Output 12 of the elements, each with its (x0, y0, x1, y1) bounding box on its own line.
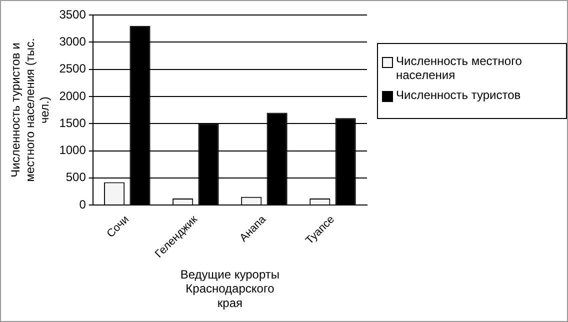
y-axis-title: Численность туристов и местного населения (тыс. чел.) (8, 38, 52, 182)
y-tick-label: 3500 (59, 7, 86, 22)
y-tick-label: 1500 (59, 116, 86, 130)
legend-label: Численность туристов (396, 88, 521, 102)
y-tick-label: 1000 (59, 143, 86, 158)
y-tick-label: 2000 (59, 88, 86, 103)
y-tick-label: 0 (79, 197, 86, 212)
y-tick-label: 500 (66, 170, 86, 184)
legend-label: Численность местного населения (396, 54, 523, 82)
y-tick-label: 3000 (59, 34, 86, 48)
x-axis-title: Ведущие курорты Краснодарского края (180, 267, 280, 310)
y-tick-label: 2500 (59, 62, 86, 76)
